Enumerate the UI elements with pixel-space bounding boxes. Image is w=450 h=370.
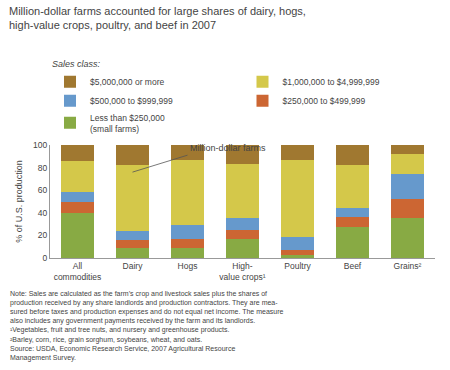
svg-text:40: 40 xyxy=(38,208,48,218)
svg-text:Beef: Beef xyxy=(344,261,362,271)
svg-text:Note: Sales are calculated as: Note: Sales are calculated as the farm’s… xyxy=(10,290,284,362)
svg-text:Dairy: Dairy xyxy=(123,261,144,271)
svg-text:High-value crops¹: High-value crops¹ xyxy=(219,261,265,282)
svg-text:Sales class:: Sales class: xyxy=(52,59,101,69)
svg-text:0: 0 xyxy=(43,253,48,263)
svg-text:% of U.S. production: % of U.S. production xyxy=(14,160,24,243)
svg-text:60: 60 xyxy=(38,185,48,195)
svg-text:80: 80 xyxy=(38,163,48,173)
svg-text:100: 100 xyxy=(33,140,47,150)
svg-text:Grains²: Grains² xyxy=(394,261,422,271)
svg-text:Less than $250,000(small farms: Less than $250,000(small farms) xyxy=(90,113,165,134)
svg-text:Million-dollar farms accounted: Million-dollar farms accounted for large… xyxy=(9,5,306,31)
svg-text:$250,000 to $499,999: $250,000 to $499,999 xyxy=(283,96,366,106)
svg-text:$1,000,000 to $4,999,999: $1,000,000 to $4,999,999 xyxy=(283,77,380,87)
svg-text:Million-dollar farms: Million-dollar farms xyxy=(190,143,266,153)
svg-text:Allcommodities: Allcommodities xyxy=(54,261,102,282)
svg-text:Poultry: Poultry xyxy=(284,261,311,271)
svg-text:$500,000 to $999,999: $500,000 to $999,999 xyxy=(90,96,173,106)
svg-text:20: 20 xyxy=(38,230,48,240)
svg-text:$5,000,000 or more: $5,000,000 or more xyxy=(90,77,164,87)
svg-text:Hogs: Hogs xyxy=(178,261,198,271)
